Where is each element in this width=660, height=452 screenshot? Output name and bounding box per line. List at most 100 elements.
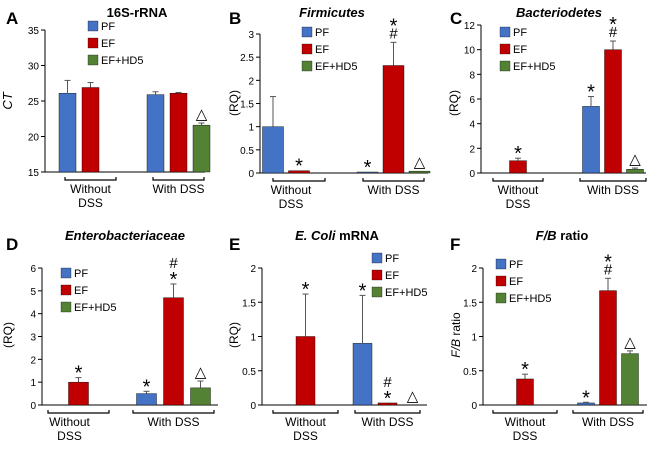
panel-e-group-bracket-0 bbox=[272, 410, 339, 414]
panel-c: C Bacteriodetes(RQ)024681012**#*△PFEFEF+H… bbox=[447, 5, 647, 211]
panel-d-ytick-label: 4 bbox=[30, 310, 36, 321]
panel-a-group-label-0: DSS bbox=[78, 196, 103, 210]
panel-f-group-bracket-1 bbox=[572, 410, 644, 414]
panel-d-legend-label-pf: PF bbox=[74, 268, 88, 280]
panel-d-ytick-label: 5 bbox=[30, 287, 36, 298]
panel-e-ytick-label: 1 bbox=[250, 333, 256, 344]
panel-f-bar-ef-g0 bbox=[516, 378, 534, 406]
panel-d-group-bracket-1 bbox=[132, 410, 215, 414]
panel-c-annotation-asterisk: * bbox=[587, 82, 595, 104]
panel-a-group-bracket-0 bbox=[64, 177, 117, 181]
panel-c-letter: C bbox=[450, 9, 462, 28]
panel-a-legend-label-pf: PF bbox=[101, 21, 115, 33]
panel-a-ytick-label: 15 bbox=[28, 168, 40, 179]
panel-d-ylabel: (RQ) bbox=[1, 322, 15, 348]
panel-b-ytick-label: 0 bbox=[248, 169, 254, 180]
panel-c-legend-swatch-ef bbox=[499, 43, 511, 55]
panel-a-ylabel: CT bbox=[0, 91, 15, 109]
panel-c-legend-label-pf: PF bbox=[513, 27, 527, 39]
panel-a-bar-pf-g1 bbox=[146, 94, 165, 173]
panel-e-group-label-0: Without bbox=[285, 415, 326, 429]
panel-f-bar-ef-hd5-g1 bbox=[621, 353, 639, 406]
panel-e-title-part-0: E. Coli bbox=[295, 228, 336, 243]
panel-e-annotation-hash: # bbox=[383, 374, 392, 391]
panel-e-title-part-1: mRNA bbox=[336, 228, 380, 243]
panel-c-annotation-hash: # bbox=[609, 24, 618, 41]
panel-e: E E. Coli mRNA(RQ)00.511.52* **#△PFEFEF+HD… bbox=[227, 228, 428, 443]
panel-f-ylabel-part-0: F/B bbox=[449, 339, 463, 358]
panel-b: B Firmicutes(RQ)00.511.522.53* *#*△PFEFEF+… bbox=[227, 5, 431, 211]
panel-c-ytick-label: 12 bbox=[464, 21, 476, 32]
panel-a-bar-ef-hd5-g1 bbox=[192, 124, 211, 173]
panel-a-legend-swatch-pf bbox=[87, 20, 99, 32]
panel-f-legend-swatch-pf bbox=[495, 258, 507, 270]
panel-c-annotation-asterisk: * bbox=[609, 14, 617, 36]
panel-c-ytick-label: 4 bbox=[469, 120, 475, 131]
panel-c-ytick-label: 0 bbox=[469, 169, 475, 180]
panel-d-bar-ef-g1 bbox=[163, 297, 184, 406]
panel-f-group-label-1: With DSS bbox=[582, 415, 634, 429]
panel-c-group-label-0: DSS bbox=[506, 197, 531, 211]
panel-f-title: F/B ratio bbox=[536, 228, 589, 243]
panel-d-annotation-asterisk: * bbox=[170, 269, 178, 291]
panel-e-legend-swatch-ef-hd5 bbox=[371, 286, 383, 298]
panel-c-group-bracket-1 bbox=[579, 178, 647, 182]
panel-f-ylabel: F/B ratio bbox=[449, 312, 463, 358]
panel-a-ytick-label: 20 bbox=[28, 133, 40, 144]
panel-f-ytick-label: 0.5 bbox=[463, 367, 477, 378]
panel-d-bar-ef-hd5-g1 bbox=[190, 387, 211, 406]
panel-a-legend-label-ef: EF bbox=[101, 38, 115, 50]
panel-b-annotation-asterisk: * bbox=[390, 15, 398, 37]
panel-f-ytick-label: 1 bbox=[471, 333, 477, 344]
panel-a-annotation-triangle: △ bbox=[196, 106, 208, 123]
panel-e-bar-pf-g1 bbox=[352, 343, 373, 406]
panel-e-legend-label-pf: PF bbox=[385, 253, 399, 265]
panel-b-ytick-label: 3 bbox=[248, 30, 254, 41]
panel-f-title-part-1: ratio bbox=[557, 228, 589, 243]
panel-f-legend-swatch-ef bbox=[495, 275, 507, 287]
panel-c-group-label-1: With DSS bbox=[587, 183, 639, 197]
panel-d-group-label-1: With DSS bbox=[147, 415, 199, 429]
panel-f-legend-swatch-ef-hd5 bbox=[495, 292, 507, 304]
panel-b-ytick-label: 0.5 bbox=[240, 146, 254, 157]
panel-f-legend-label-pf: PF bbox=[509, 259, 523, 271]
panel-b-legend-label-ef-hd5: EF+HD5 bbox=[315, 61, 358, 73]
panel-b-bar-pf-g1 bbox=[356, 171, 379, 174]
panel-f-ylabel-part-1: ratio bbox=[449, 312, 463, 339]
panel-d-annotation-asterisk: * bbox=[75, 363, 83, 385]
panel-c-ytick-label: 8 bbox=[469, 70, 475, 81]
panel-d-group-bracket-0 bbox=[47, 410, 110, 414]
panel-b-legend-label-ef: EF bbox=[315, 44, 329, 56]
panel-e-title: E. Coli mRNA bbox=[295, 228, 379, 243]
panel-f-title-part-0: F/B bbox=[536, 228, 557, 243]
panel-c-legend-swatch-pf bbox=[499, 26, 511, 38]
panel-a-legend-label-ef-hd5: EF+HD5 bbox=[101, 55, 144, 67]
panel-a-ytick-label: 30 bbox=[28, 62, 40, 73]
panel-e-ytick-label: 0.5 bbox=[242, 367, 256, 378]
panel-e-ytick-label: 2 bbox=[250, 264, 256, 275]
panel-f-group-bracket-0 bbox=[492, 410, 558, 414]
panel-a-bar-pf-g0 bbox=[58, 92, 77, 173]
panel-c-title: Bacteriodetes bbox=[516, 5, 602, 20]
panel-a-legend-swatch-ef-hd5 bbox=[87, 54, 99, 66]
panel-d: D Enterobacteriaceae(RQ)0123456***#△PFEFE… bbox=[1, 228, 218, 443]
panel-b-ytick-label: 2 bbox=[248, 76, 254, 87]
panel-b-ytick-label: 1 bbox=[248, 123, 254, 134]
panel-f-annotation-asterisk: * bbox=[582, 387, 590, 409]
panel-d-ytick-label: 1 bbox=[30, 378, 36, 389]
panel-e-annotation-triangle: △ bbox=[407, 388, 419, 405]
panel-a-ytick-label: 35 bbox=[28, 26, 40, 37]
panel-f-bar-ef-g1 bbox=[599, 290, 617, 406]
panel-e-bar-ef-g0 bbox=[295, 336, 316, 406]
panel-f-annotation-asterisk: * bbox=[521, 359, 529, 381]
panel-b-annotation-triangle: △ bbox=[414, 154, 426, 171]
panel-d-group-label-0: DSS bbox=[57, 429, 82, 443]
panel-e-ylabel: (RQ) bbox=[227, 322, 241, 348]
panel-f-annotation-hash: # bbox=[604, 261, 613, 278]
panel-a-letter: A bbox=[6, 9, 18, 28]
panel-f-group-label-0: DSS bbox=[513, 429, 538, 443]
panel-f-group-label-0: Without bbox=[505, 415, 546, 429]
panel-b-group-label-0: DSS bbox=[279, 197, 304, 211]
